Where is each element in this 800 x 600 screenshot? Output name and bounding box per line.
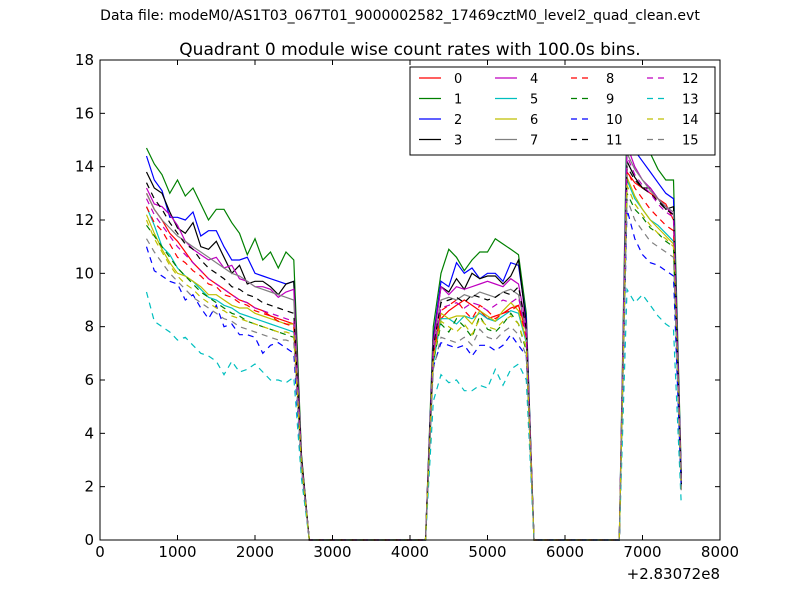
series-line-5 bbox=[145, 179, 682, 541]
legend-label-6: 6 bbox=[530, 113, 538, 128]
legend-label-15: 15 bbox=[682, 134, 699, 149]
x-tick-label: 2000 bbox=[236, 543, 274, 561]
series-line-15 bbox=[145, 198, 682, 541]
legend-label-11: 11 bbox=[606, 134, 623, 149]
series-line-11 bbox=[145, 164, 682, 541]
legend-label-7: 7 bbox=[530, 134, 538, 149]
x-tick-label: 6000 bbox=[546, 543, 584, 561]
y-tick-label: 6 bbox=[84, 371, 94, 389]
legend-label-14: 14 bbox=[682, 113, 699, 128]
series-line-4 bbox=[145, 145, 682, 541]
y-tick-label: 12 bbox=[75, 211, 94, 229]
legend-box bbox=[409, 66, 716, 156]
y-tick-label: 10 bbox=[75, 264, 94, 282]
x-tick-label: 0 bbox=[95, 543, 105, 561]
ticks-layer: 0 1000 2000 3000 4000 5000 6000 7000 80000246810… bbox=[75, 51, 739, 561]
series-line-14 bbox=[145, 185, 682, 541]
legend-label-9: 9 bbox=[606, 93, 614, 108]
suptitle: Data file: modeM0/AS1T03_067T01_90000025… bbox=[100, 8, 700, 24]
legend-label-2: 2 bbox=[454, 113, 462, 128]
series-line-13 bbox=[145, 287, 682, 541]
y-tick-label: 2 bbox=[84, 478, 94, 496]
legend-label-4: 4 bbox=[530, 72, 538, 87]
x-tick-label: 4000 bbox=[391, 543, 429, 561]
x-tick-label: 3000 bbox=[313, 543, 351, 561]
y-tick-label: 8 bbox=[84, 318, 94, 336]
series-line-8 bbox=[145, 169, 682, 541]
legend-label-0: 0 bbox=[454, 72, 462, 87]
x-tick-label: 1000 bbox=[158, 543, 196, 561]
legend-label-5: 5 bbox=[530, 93, 538, 108]
x-offset-label: +2.83072e8 bbox=[627, 565, 720, 583]
legend-label-12: 12 bbox=[682, 72, 699, 87]
chart-title: Quadrant 0 module wise count rates with … bbox=[179, 40, 640, 60]
y-tick-label: 18 bbox=[75, 51, 94, 69]
x-tick-label: 7000 bbox=[623, 543, 661, 561]
series-line-6 bbox=[145, 177, 682, 541]
x-tick-label: 5000 bbox=[468, 543, 506, 561]
y-tick-label: 0 bbox=[84, 531, 94, 549]
y-tick-label: 16 bbox=[75, 104, 94, 122]
series-line-0 bbox=[145, 170, 682, 541]
legend-label-10: 10 bbox=[606, 113, 623, 128]
y-tick-label: 14 bbox=[75, 158, 94, 176]
series-line-7 bbox=[145, 153, 682, 541]
legend-label-13: 13 bbox=[682, 93, 699, 108]
series-line-1 bbox=[145, 110, 682, 541]
series-line-3 bbox=[145, 161, 682, 541]
legend-label-8: 8 bbox=[606, 72, 614, 87]
y-tick-label: 4 bbox=[84, 424, 94, 442]
legend-label-1: 1 bbox=[454, 93, 462, 108]
series-layer bbox=[145, 110, 682, 541]
series-line-9 bbox=[146, 193, 682, 541]
legend-label-3: 3 bbox=[454, 134, 462, 149]
series-line-10 bbox=[145, 209, 682, 541]
x-tick-label: 8000 bbox=[701, 543, 739, 561]
series-line-2 bbox=[145, 134, 682, 541]
